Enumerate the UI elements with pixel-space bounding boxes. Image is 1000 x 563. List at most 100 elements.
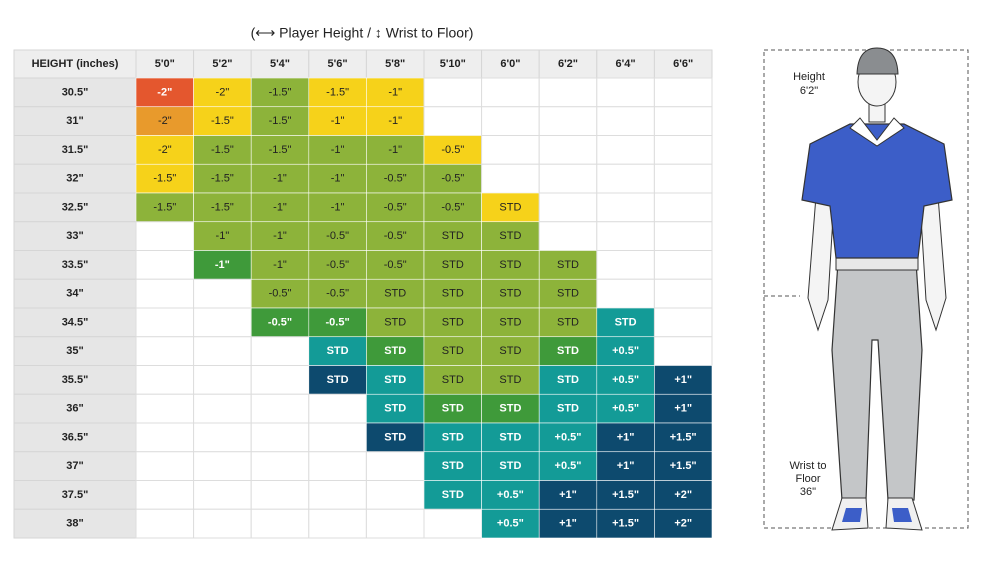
height-label: Height [793,71,825,83]
cell [596,508,655,539]
column-header: HEIGHT (inches) [32,58,119,70]
row-header: 33" [66,230,83,242]
cell [596,336,655,366]
cell [423,106,483,136]
header-cell [596,49,655,79]
cell-value: -1.5" [269,115,292,127]
cell-value: STD [499,316,521,328]
column-header: 5'8" [385,58,405,70]
header-cell [481,49,540,79]
cell [308,508,367,539]
cell [538,365,598,395]
cell-value: STD [442,345,464,357]
cell [366,163,425,194]
cell [308,393,367,424]
row-header: 32.5" [62,201,89,213]
row-header-cell [13,451,137,481]
cell-value: -1.5" [211,173,234,185]
cell-value: STD [384,431,406,443]
cell [596,135,655,165]
row-header: 30.5" [62,86,89,98]
cell-value: +1" [617,460,635,472]
row-header: 35.5" [62,374,89,386]
cell [481,393,540,424]
cell [193,250,252,280]
shoe-accent [842,508,862,522]
column-header: 5'10" [440,58,466,70]
cell-value: STD [384,316,406,328]
cell-value: +1" [674,374,692,386]
cell [423,508,483,539]
cell-value: -1" [273,259,287,271]
cell-value: STD [499,230,521,242]
column-header: 6'2" [558,58,578,70]
cell-value: STD [499,259,521,271]
cell [538,163,598,194]
cell-value: STD [557,316,579,328]
cell-value: -0.5" [268,316,292,328]
cell-value: +0.5" [497,518,524,530]
cell [308,307,367,338]
cell-value: +1.5" [612,518,639,530]
cell [250,422,310,453]
cell-value: STD [442,259,464,271]
height-label: 6'2" [800,85,818,97]
cell [193,106,252,136]
cell [135,278,195,309]
cell [366,192,425,223]
row-header-cell [13,278,137,309]
column-header: 5'6" [328,58,348,70]
column-header: 6'0" [500,58,520,70]
cell [481,250,540,280]
cell [653,192,713,223]
cell [654,451,713,481]
cell [135,480,195,510]
column-header: 6'4" [616,58,636,70]
cell [481,307,540,338]
cell-value: -0.5" [326,316,350,328]
cell [193,336,252,366]
cell-value: STD [499,374,521,386]
row-header-cell [13,106,137,136]
row-header-cell [13,221,137,251]
cell-value: -1" [273,173,287,185]
cell [423,336,482,366]
cell-value: -2" [158,144,172,156]
wrist-label: Floor [795,473,820,485]
cell-value: +1" [559,518,577,530]
cell [135,422,195,453]
cell [193,77,252,108]
column-header: 6'6" [673,58,693,70]
cell [308,422,367,453]
cell [423,163,482,194]
cell [481,365,540,395]
cell [481,192,540,223]
cell-value: STD [499,288,521,300]
cell [596,422,655,453]
cell-value: STD [557,345,579,357]
cell-value: STD [442,431,464,443]
row-header-cell [13,422,137,453]
cell-value: +1" [617,431,635,443]
cell-value: -1" [331,115,345,127]
cell-value: -0.5" [441,173,464,185]
cell-value: -0.5" [441,201,464,213]
header-cell [13,49,137,79]
arm [919,195,947,332]
cell-value: -0.5" [384,201,407,213]
row-header-cell [13,365,137,395]
cell-value: -1.5" [211,115,234,127]
cell [538,106,598,136]
cell-value: -0.5" [326,230,349,242]
cell-value: STD [499,403,521,415]
cell [193,365,252,395]
shirt [801,123,953,259]
cell [250,106,310,136]
cell-value: -2" [158,115,172,127]
cell-value: +1.5" [670,431,697,443]
cell [596,221,655,251]
cell [193,307,252,338]
cell [193,508,252,539]
cell [366,393,425,424]
row-header: 34.5" [62,316,89,328]
